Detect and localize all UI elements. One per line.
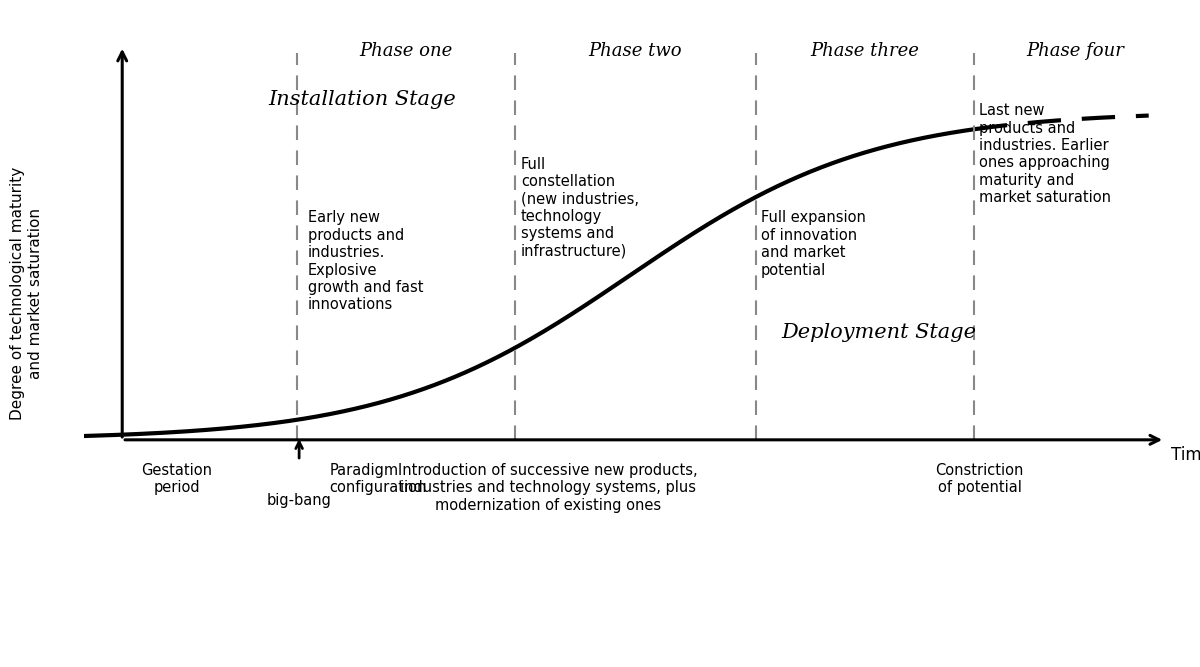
Text: Constriction
of potential: Constriction of potential <box>935 463 1024 495</box>
Text: Phase three: Phase three <box>810 42 919 60</box>
Text: Deployment Stage: Deployment Stage <box>781 323 976 342</box>
Text: Full expansion
of innovation
and market
potential: Full expansion of innovation and market … <box>761 210 866 277</box>
Text: Phase one: Phase one <box>360 42 452 60</box>
Text: Phase two: Phase two <box>589 42 683 60</box>
Text: Phase four: Phase four <box>1026 42 1124 60</box>
Text: Early new
products and
industries.
Explosive
growth and fast
innovations: Early new products and industries. Explo… <box>308 210 424 312</box>
Text: Installation Stage: Installation Stage <box>269 90 456 109</box>
Text: Gestation
period: Gestation period <box>142 463 212 495</box>
Text: Last new
products and
industries. Earlier
ones approaching
maturity and
market s: Last new products and industries. Earlie… <box>979 103 1111 205</box>
Text: Degree of technological maturity
and market saturation: Degree of technological maturity and mar… <box>10 167 43 420</box>
Text: Time: Time <box>1170 446 1200 464</box>
Text: Introduction of successive new products,
industries and technology systems, plus: Introduction of successive new products,… <box>398 463 698 512</box>
Text: Paradigm
configuration: Paradigm configuration <box>330 463 427 495</box>
Text: big-bang: big-bang <box>266 494 331 508</box>
Text: Full
constellation
(new industries,
technology
systems and
infrastructure): Full constellation (new industries, tech… <box>521 157 638 259</box>
